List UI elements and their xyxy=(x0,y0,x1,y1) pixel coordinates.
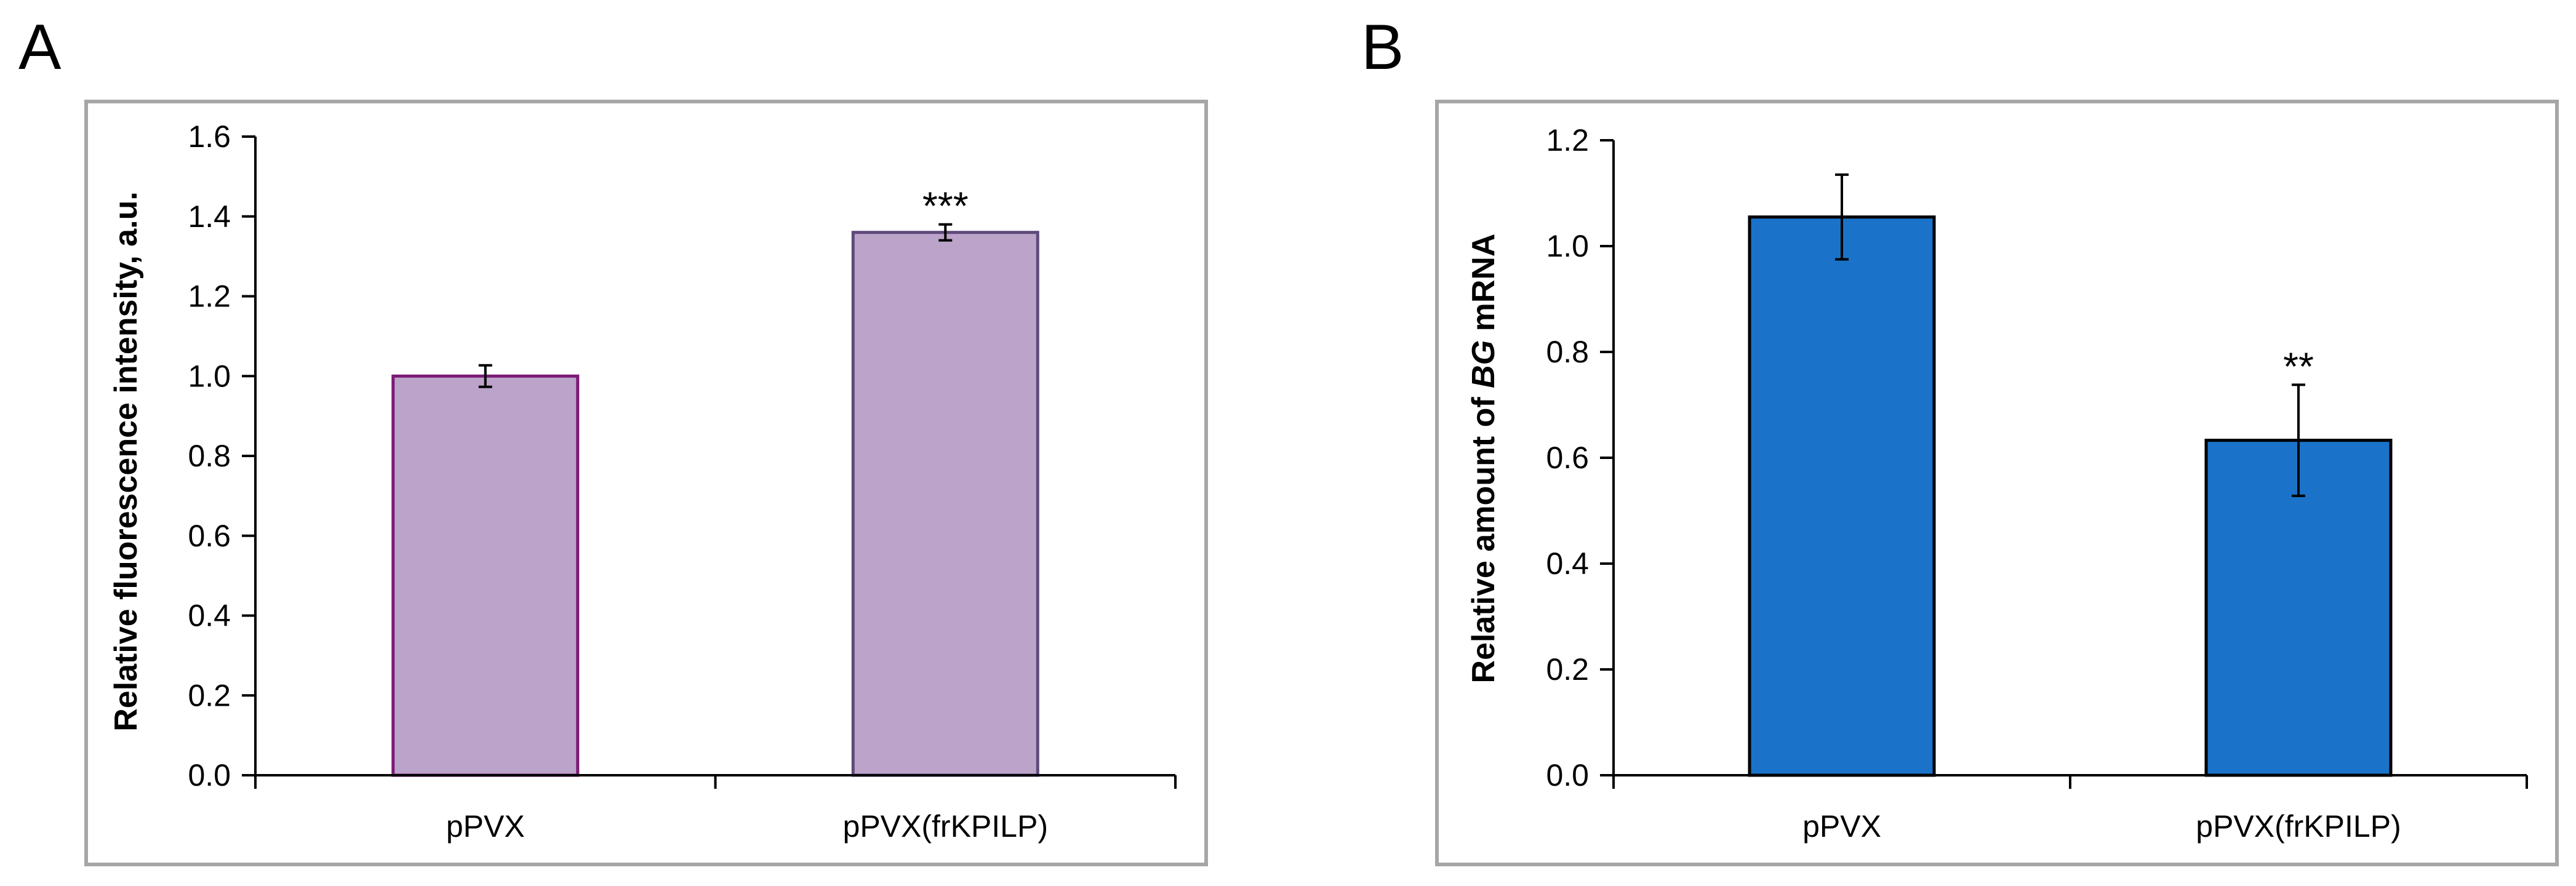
panel-a-y-tick-label: 0.0 xyxy=(188,758,231,792)
panel-a-y-tick-label: 1.2 xyxy=(188,279,231,314)
panel-b-y-tick-label: 1.0 xyxy=(1546,229,1589,263)
panel-a-significance-marker: *** xyxy=(922,184,969,228)
panel-a-y-tick-label: 1.6 xyxy=(188,119,231,154)
panel-a-y-tick-label: 0.4 xyxy=(188,599,231,633)
panel-b-x-tick-label: pPVX(frKPILP) xyxy=(2196,809,2401,844)
panel-b-plot: 0.0 0.2 0.4 0.6 0.8 1.0 1.2 pPVX ** pPVX(frKPILP) xyxy=(1546,123,2528,844)
panel-a-bar xyxy=(391,374,580,777)
panel-b-y-axis-label-post: mRNA xyxy=(1466,234,1502,340)
panel-a-y-tick-label: 0.2 xyxy=(188,678,231,712)
panel-b-y-tick-label: 0.6 xyxy=(1546,441,1589,475)
panel-a-y-tick-label: 1.4 xyxy=(188,199,231,234)
panel-b: B Relative amount of BG mRNA 0.00.20.40.… xyxy=(1361,12,2559,866)
panel-b-frame xyxy=(1435,100,2559,866)
panel-a-y-tick-label: 1.0 xyxy=(188,359,231,393)
panel-a: A Relative fluorescence intensity, a.u. … xyxy=(18,12,1208,866)
panel-b-letter: B xyxy=(1361,12,1404,83)
panel-b-y-tick-label: 0.0 xyxy=(1546,758,1589,792)
panel-b-y-tick-label: 0.2 xyxy=(1546,652,1589,687)
panel-a-y-tick-label: 0.6 xyxy=(188,519,231,553)
panel-b-bar xyxy=(1748,215,1936,777)
panel-a-x-tick-label: pPVX xyxy=(446,809,525,844)
panel-a-frame xyxy=(84,100,1208,866)
panel-a-bar xyxy=(851,231,1039,777)
panel-b-x-tick-label: pPVX xyxy=(1802,809,1881,844)
panel-b-y-axis-label: Relative amount of BG mRNA xyxy=(1466,234,1502,684)
panel-a-y-axis-label: Relative fluorescence intensity, a.u. xyxy=(108,191,144,732)
panel-b-significance-marker: ** xyxy=(2283,344,2314,388)
panel-a-letter: A xyxy=(18,12,62,83)
panel-b-y-tick-label: 0.8 xyxy=(1546,335,1589,369)
panel-b-y-tick-label: 1.2 xyxy=(1546,123,1589,158)
panel-a-y-tick-label: 0.8 xyxy=(188,439,231,473)
panel-b-y-axis-label-gene: BG xyxy=(1466,340,1502,388)
panel-b-y-axis-label-pre: Relative amount of xyxy=(1466,388,1502,684)
panel-a-plot: 0.0 0.2 0.4 0.6 0.8 1.0 1.2 1.4 1.6 pPVX *** pPVX(f… xyxy=(188,119,1177,844)
panel-b-y-tick-label: 0.4 xyxy=(1546,546,1589,581)
panel-a-x-tick-label: pPVX(frKPILP) xyxy=(843,809,1048,844)
